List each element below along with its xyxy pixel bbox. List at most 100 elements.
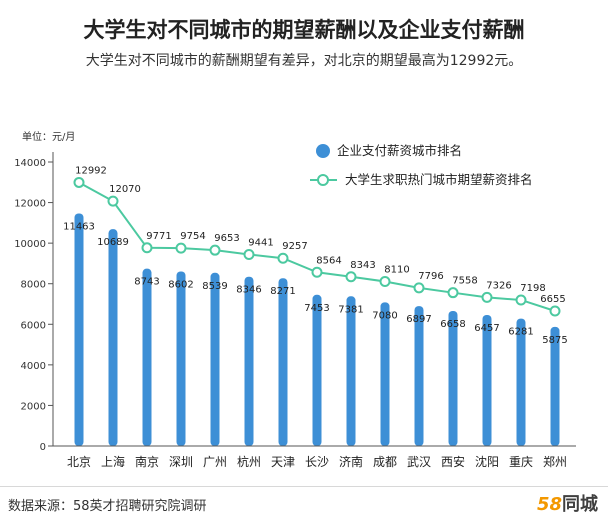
- y-tick-label: 4000: [21, 361, 46, 372]
- line-value-label: 9441: [248, 237, 273, 248]
- logo-number: 58: [536, 494, 562, 515]
- bar: [176, 271, 186, 446]
- bar-value-label: 7381: [338, 304, 363, 315]
- line-point: [243, 248, 255, 260]
- line-point: [141, 242, 153, 254]
- bar-value-label: 6281: [508, 327, 533, 338]
- line-value-label: 7558: [452, 276, 477, 287]
- line-value-label: 12070: [109, 184, 141, 195]
- x-tick-label: 杭州: [237, 454, 261, 469]
- line-series: [73, 176, 561, 317]
- bar: [210, 272, 220, 446]
- legend-bar-swatch: [316, 144, 330, 158]
- x-axis: 北京 上海 南京 深圳 广州 杭州 天津 长沙 济南 成都 武汉 西安 沈阳 重庆 郑州: [53, 445, 576, 469]
- y-tick-label: 14000: [14, 158, 46, 169]
- line-point: [515, 294, 527, 306]
- x-tick-label: 北京: [67, 455, 91, 469]
- line-point: [549, 305, 561, 317]
- line-value-label: 9257: [282, 241, 307, 252]
- line-point: [447, 287, 459, 299]
- line-point: [175, 242, 187, 254]
- x-tick-label: 济南: [339, 454, 363, 469]
- bar-value-label: 7080: [372, 310, 397, 321]
- line-point: [107, 195, 119, 207]
- bar-value-label: 8539: [202, 281, 227, 292]
- line-point: [481, 291, 493, 303]
- x-tick-label: 郑州: [543, 454, 567, 469]
- bar: [516, 318, 526, 446]
- bar: [312, 294, 322, 446]
- line-point: [209, 244, 221, 256]
- bar-value-label: 8346: [236, 285, 261, 296]
- bar: [448, 310, 458, 446]
- line-value-label: 8564: [316, 255, 341, 266]
- x-tick-label: 上海: [101, 454, 125, 469]
- bar: [278, 278, 288, 446]
- line-point: [345, 271, 357, 283]
- bar: [380, 302, 390, 446]
- chart-title: 大学生对不同城市的期望薪酬以及企业支付薪酬: [83, 18, 525, 42]
- y-tick-label: 12000: [14, 199, 46, 210]
- x-tick-label: 长沙: [305, 455, 329, 469]
- bar: [74, 213, 84, 446]
- line-value-label: 9771: [146, 231, 171, 242]
- chart-area: 单位：元/月 02000400060008000100001200014000 …: [14, 130, 576, 469]
- bar-value-label: 6658: [440, 319, 465, 330]
- line-point: [73, 176, 85, 188]
- y-unit-label: 单位：元/月: [22, 130, 75, 143]
- line-point: [413, 282, 425, 294]
- line-point: [311, 266, 323, 278]
- line-value-label: 7326: [486, 280, 511, 291]
- bar: [142, 268, 152, 446]
- bar-value-label: 7453: [304, 303, 329, 314]
- line-value-label: 7796: [418, 271, 443, 282]
- legend-line-marker: [317, 174, 329, 186]
- bar-series: [74, 213, 560, 446]
- bar-value-label: 5875: [542, 335, 567, 346]
- bar-value-label: 8602: [168, 280, 193, 291]
- data-source: 数据来源：58英才招聘研究院调研: [8, 499, 207, 514]
- y-tick-label: 8000: [21, 280, 46, 291]
- bar: [414, 306, 424, 446]
- y-tick-label: 10000: [14, 239, 46, 250]
- bar: [550, 326, 560, 446]
- logo-text: 同城: [562, 494, 598, 515]
- legend-line-label: 大学生求职热门城市期望薪资排名: [345, 172, 533, 187]
- x-tick-label: 重庆: [509, 455, 533, 469]
- bar-value-label: 10689: [97, 237, 129, 248]
- line-value-label: 8110: [384, 264, 409, 275]
- x-tick-label: 南京: [135, 454, 159, 469]
- x-tick-label: 武汉: [407, 455, 431, 469]
- bar-value-label: 8743: [134, 277, 159, 288]
- line-value-label: 7198: [520, 283, 545, 294]
- legend-bar-label: 企业支付薪资城市排名: [337, 143, 462, 158]
- line-point: [379, 275, 391, 287]
- y-axis: 0 2000 4000 6000 8000 10000 12000 14000: [14, 152, 54, 453]
- line-point: [277, 252, 289, 264]
- bar: [482, 315, 492, 446]
- line-value-label: 8343: [350, 260, 375, 271]
- x-tick-label: 西安: [441, 454, 465, 469]
- line-value-label: 6655: [540, 294, 565, 305]
- y-tick-label: 2000: [21, 401, 46, 412]
- x-tick-label: 天津: [271, 455, 295, 469]
- legend: 企业支付薪资城市排名 大学生求职热门城市期望薪资排名: [310, 143, 533, 187]
- line-value-label: 9653: [214, 233, 239, 244]
- bar: [108, 229, 118, 446]
- line-value-label: 12992: [75, 165, 107, 176]
- line-value-label: 9754: [180, 231, 205, 242]
- bar-value-label: 6897: [406, 314, 431, 325]
- x-tick-label: 广州: [203, 455, 227, 469]
- bar: [244, 276, 254, 446]
- chart-subtitle: 大学生对不同城市的薪酬期望有差异，对北京的期望最高为12992元。: [85, 53, 523, 69]
- bar-value-label: 8271: [270, 286, 295, 297]
- bar-value-label: 6457: [474, 323, 499, 334]
- x-tick-label: 深圳: [169, 455, 193, 469]
- bar-value-label: 11463: [63, 221, 95, 232]
- y-tick-label: 0: [40, 442, 46, 453]
- x-tick-label: 沈阳: [475, 454, 499, 469]
- bar: [346, 296, 356, 446]
- x-tick-label: 成都: [373, 455, 397, 469]
